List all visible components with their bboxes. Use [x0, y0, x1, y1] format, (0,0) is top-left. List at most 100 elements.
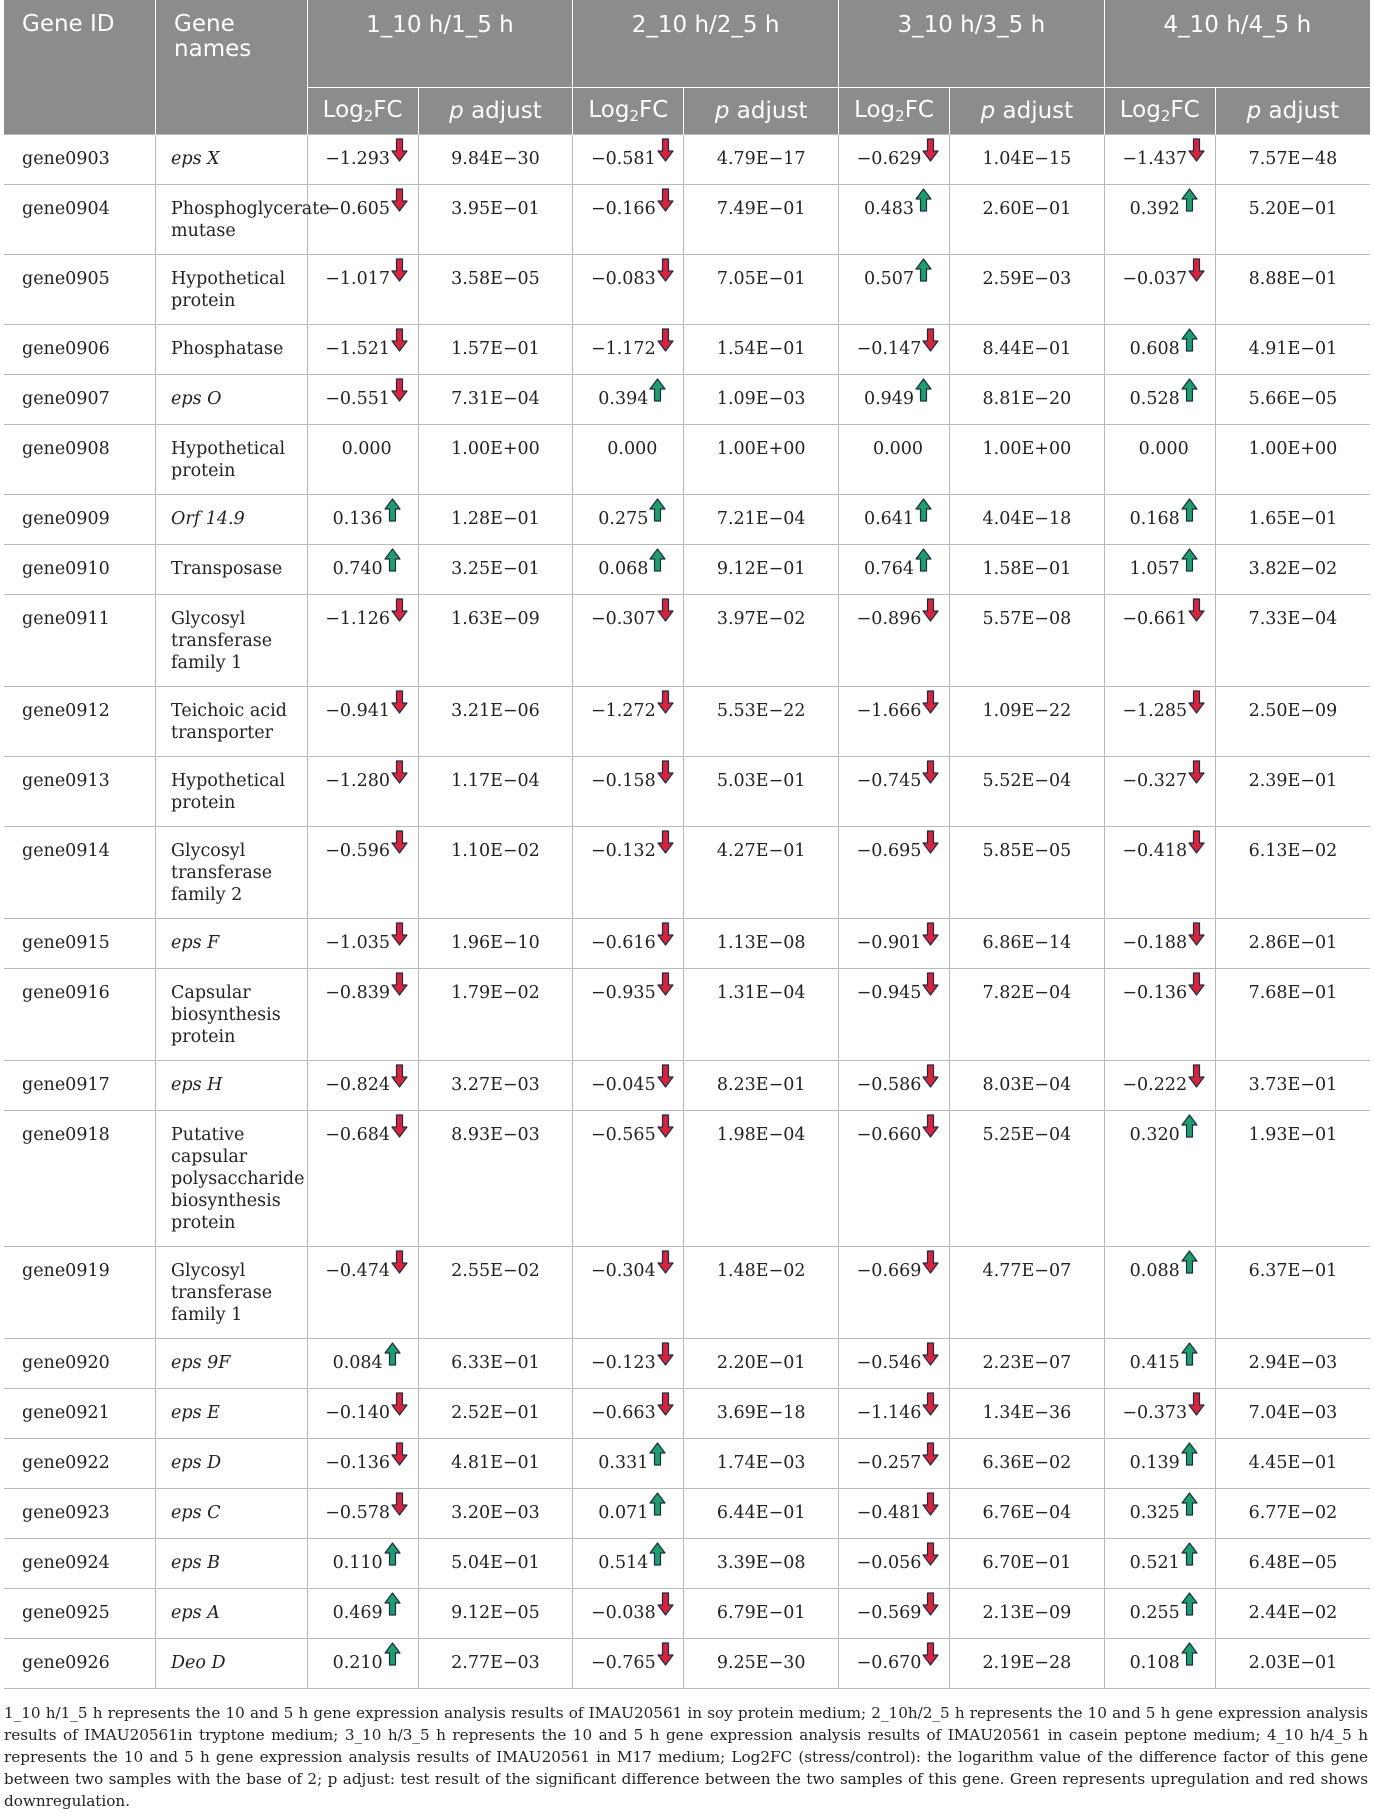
p-adjust-cell: 1.57E−01	[417, 324, 573, 375]
log2fc-cell: 0.483	[837, 184, 950, 255]
p-adjust-cell: 4.81E−01	[417, 1438, 573, 1489]
gene-id-cell: gene0923	[4, 1488, 156, 1539]
p-adjust-cell: 1.74E−03	[683, 1438, 839, 1489]
log2fc-value: −0.045	[590, 1075, 656, 1095]
log2fc-value-wrap: −0.824	[325, 1064, 408, 1098]
gene-name-cell: Glycosyl transferase family 1	[155, 594, 308, 687]
log2fc-value-wrap: 0.514	[598, 1542, 666, 1576]
log2fc-cell: −0.158	[572, 756, 684, 827]
log2fc-value-wrap: −0.765	[590, 1642, 674, 1676]
p-adjust-cell: 1.48E−02	[683, 1246, 839, 1339]
gene-id-cell: gene0914	[4, 826, 156, 919]
gene-id-cell: gene0924	[4, 1538, 156, 1589]
log2fc-value: −0.222	[1122, 1075, 1188, 1095]
log2fc-value: −0.038	[590, 1603, 656, 1623]
log2fc-value: −0.616	[590, 933, 656, 953]
log2fc-value: −0.166	[590, 199, 656, 219]
log2fc-value: −0.037	[1122, 269, 1188, 289]
log2fc-value: −1.146	[856, 1403, 922, 1423]
log2fc-value-wrap: −0.038	[590, 1592, 674, 1626]
p-adjust-cell: 2.50E−09	[1214, 686, 1370, 757]
log2fc-subscript: 2	[629, 107, 639, 125]
log2fc-cell: −0.824	[306, 1060, 419, 1111]
log2fc-value-wrap: 0.000	[607, 438, 657, 460]
down-arrow-icon	[1188, 598, 1205, 622]
p-adjust-cell: 7.57E−48	[1214, 134, 1370, 185]
log2fc-value: −0.660	[856, 1125, 922, 1145]
p-adjust-cell: 8.81E−20	[949, 374, 1105, 425]
down-arrow-icon	[657, 972, 674, 996]
log2fc-value-wrap: 0.084	[333, 1342, 401, 1376]
log2fc-value-wrap: −0.166	[590, 188, 674, 222]
down-arrow-icon	[1188, 972, 1205, 996]
log2fc-cell: −1.280	[306, 756, 419, 827]
p-adjust-cell: 2.59E−03	[949, 254, 1105, 325]
p-tail: adjust	[729, 98, 808, 124]
p-adjust-cell: 1.98E−04	[683, 1110, 839, 1247]
p-adjust-cell: 2.86E−01	[1214, 918, 1370, 969]
log2fc-value: −0.481	[856, 1503, 922, 1523]
table-row: gene0916 Capsular biosynthesis protein −0.…	[4, 968, 1370, 1061]
p-adjust-cell: 6.36E−02	[949, 1438, 1105, 1489]
header-log2fc: Log2FC	[306, 87, 419, 135]
log2fc-value-wrap: −0.660	[856, 1114, 940, 1148]
log2fc-cell: 0.275	[572, 494, 684, 545]
log2fc-cell: −0.166	[572, 184, 684, 255]
p-adjust-cell: 5.66E−05	[1214, 374, 1370, 425]
p-adjust-cell: 1.09E−03	[683, 374, 839, 425]
down-arrow-icon	[922, 922, 940, 946]
log2fc-cell: −1.666	[837, 686, 950, 757]
log2fc-cell: 0.088	[1103, 1246, 1216, 1339]
header-p-adjust: p adjust	[683, 87, 839, 135]
down-arrow-icon	[391, 328, 408, 352]
gene-id-cell: gene0918	[4, 1110, 156, 1247]
up-arrow-icon	[649, 1492, 666, 1516]
log2fc-cell: 0.392	[1103, 184, 1216, 255]
log2fc-cell: 0.469	[306, 1588, 419, 1639]
header-p-adjust: p adjust	[949, 87, 1105, 135]
table-row: gene0923 eps C −0.578 3.20E−03 0.071 6.44E−01…	[4, 1488, 1370, 1539]
down-arrow-icon	[922, 1492, 940, 1516]
down-arrow-icon	[391, 1064, 408, 1088]
log2fc-cell: −0.132	[572, 826, 684, 919]
log2fc-value-wrap: −0.695	[857, 830, 940, 864]
log2fc-value-wrap: −1.285	[1122, 690, 1205, 724]
p-adjust-cell: 2.23E−07	[949, 1338, 1105, 1389]
log2fc-cell: −0.605	[306, 184, 419, 255]
up-arrow-icon	[1181, 1442, 1198, 1466]
log2fc-value: −0.188	[1122, 933, 1188, 953]
log2fc-value-wrap: 1.057	[1129, 548, 1198, 582]
log2fc-value: 0.507	[863, 269, 915, 289]
log2fc-cell: −0.586	[837, 1060, 950, 1111]
up-arrow-icon	[1181, 328, 1198, 352]
p-adjust-cell: 5.03E−01	[683, 756, 839, 827]
log2fc-cell: 0.000	[306, 424, 419, 495]
header-p-adjust: p adjust	[417, 87, 573, 135]
log2fc-value-wrap: 0.331	[598, 1442, 666, 1476]
log2fc-subscript: 2	[363, 107, 374, 125]
log2fc-value-wrap: −0.158	[591, 760, 674, 794]
down-arrow-icon	[391, 1442, 408, 1466]
log2fc-cell: −0.257	[837, 1438, 950, 1489]
gene-id-cell: gene0907	[4, 374, 156, 425]
log2fc-cell: 0.320	[1103, 1110, 1216, 1247]
log2fc-value: 0.088	[1129, 1261, 1180, 1281]
header-group-4: 4_10 h/4_5 h	[1103, 0, 1370, 88]
log2fc-value-wrap: −0.136	[1122, 972, 1205, 1006]
table-row: gene0907 eps O −0.551 7.31E−04 0.394 1.09E−03…	[4, 374, 1370, 425]
log2fc-value: 1.057	[1129, 559, 1180, 579]
log2fc-value: −0.586	[856, 1075, 922, 1095]
down-arrow-icon	[922, 598, 940, 622]
log2fc-value-wrap: 0.136	[333, 498, 401, 532]
p-tail: adjust	[463, 98, 542, 124]
log2fc-value-wrap: 0.000	[342, 438, 392, 460]
table-row: gene0921 eps E −0.140 2.52E−01 −0.663 3.69E−1…	[4, 1388, 1370, 1439]
down-arrow-icon	[391, 690, 408, 714]
log2fc-value: −1.521	[325, 339, 390, 359]
log2fc-value: 0.331	[598, 1453, 649, 1473]
log2fc-value: −1.017	[325, 269, 390, 289]
log2fc-label: Log	[588, 97, 630, 123]
down-arrow-icon	[391, 1392, 408, 1416]
up-arrow-icon	[1181, 1642, 1198, 1666]
log2fc-value: −0.765	[590, 1653, 656, 1673]
